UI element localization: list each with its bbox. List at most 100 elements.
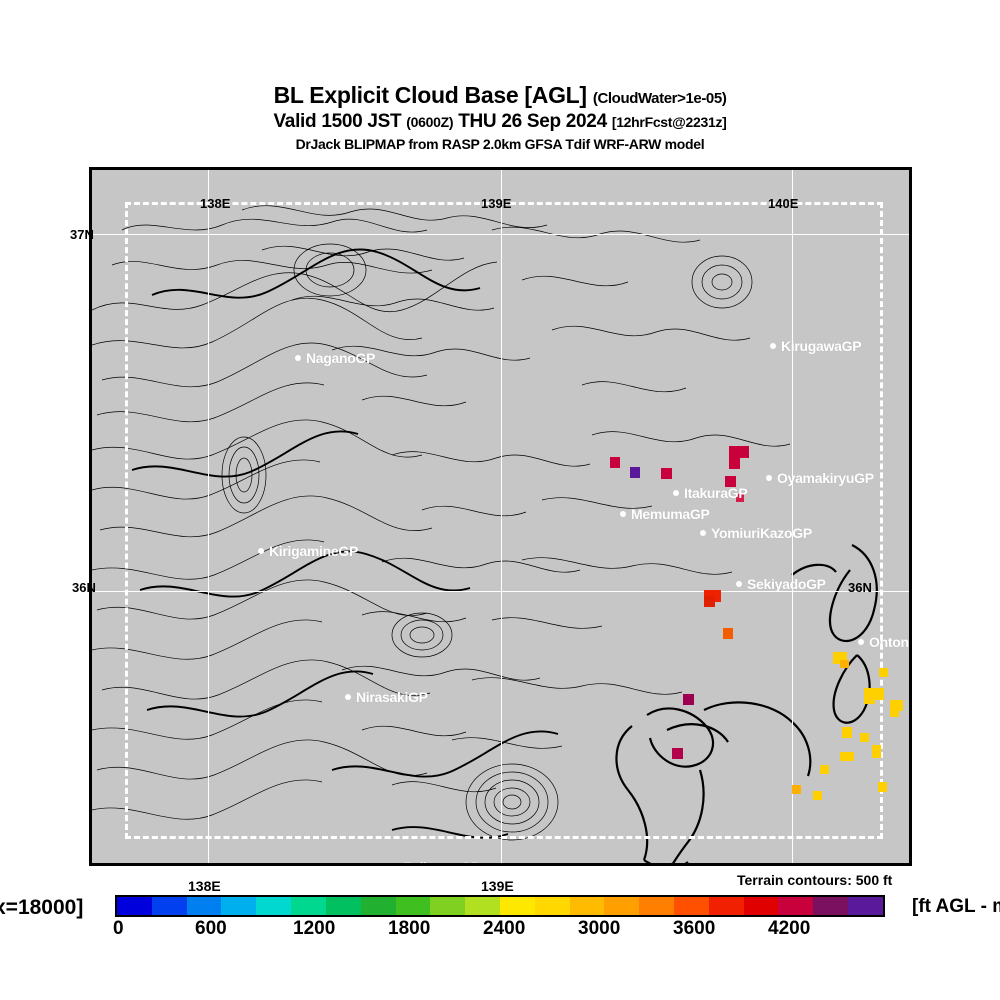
cloud-base-cell [840,752,854,761]
station-dot-icon [392,864,398,866]
cloud-base-cell [813,791,822,800]
colorbar-tick-600: 600 [195,918,227,939]
colorbar-swatch-19 [778,897,814,915]
graticule-line-139E [501,170,502,863]
cloud-base-cell [878,782,887,792]
cloud-base-cell [704,596,715,607]
valid-line: Valid 1500 JST (0600Z) THU 26 Sep 2024 [… [0,110,1000,134]
station-label: MemumaGP [631,506,710,522]
colorbar[interactable] [115,895,885,917]
station-marker-NirasakiGP[interactable]: NirasakiGP [345,689,428,705]
station-marker-KirigamineGP[interactable]: KirigamineGP [258,543,358,559]
station-dot-icon [736,581,742,587]
graticule-line-37N [92,234,909,235]
station-marker-OyamakiryuGP[interactable]: OyamakiryuGP [766,470,874,486]
cloud-base-cell [842,727,852,738]
station-marker-NaganoGP[interactable]: NaganoGP [295,350,375,366]
colorbar-swatch-2 [186,897,222,915]
cloud-base-cell [840,660,849,668]
cloud-base-cell [723,628,733,639]
colorbar-swatch-13 [569,897,605,915]
station-label: OyamakiryuGP [777,470,874,486]
valid-date: THU 26 Sep 2024 [458,111,607,132]
cloud-base-cell [729,457,740,469]
map-panel[interactable]: NaganoGP KirigamineGP NirasakiGP FujigawaGP… [89,167,912,866]
cloud-base-cell [890,708,899,717]
forecast-stamp: [12hrFcst@2231z] [611,114,727,130]
colorbar-swatch-14 [604,897,640,915]
valid-time: Valid 1500 JST [273,111,402,132]
colorbar-tick-2400: 2400 [483,918,526,939]
cloud-base-cell [630,467,640,478]
terrain-contour-note: Terrain contours: 500 ft [737,872,893,888]
map-canvas[interactable]: NaganoGP KirigamineGP NirasakiGP FujigawaGP… [92,170,909,863]
station-label: YomiuriKazoGP [711,525,812,541]
colorbar-swatch-0 [117,897,152,915]
colorbar-swatch-8 [395,897,431,915]
station-marker-YomiuriKazoGP[interactable]: YomiuriKazoGP [700,525,812,541]
colorbar-swatch-11 [499,897,535,915]
graticule-label-37N: 37N [70,227,94,242]
station-marker-KirugawaGP[interactable]: KirugawaGP [770,338,862,354]
cloud-base-cell [672,748,683,759]
colorbar-swatch-21 [848,897,883,915]
station-dot-icon [770,343,776,349]
title-block: BL Explicit Cloud Base [AGL] (CloudWater… [0,84,1000,154]
colorbar-swatch-10 [465,897,500,915]
colorbar-swatch-15 [639,897,674,915]
colorbar-swatch-7 [360,897,396,915]
station-dot-icon [700,530,706,536]
station-dot-icon [673,490,679,496]
colorbar-left-text: x=18000] [0,896,84,919]
station-label: KirugawaGP [781,338,862,354]
colorbar-tick-3000: 3000 [578,918,621,939]
colorbar-swatch-5 [291,897,326,915]
station-label: SekiyadoGP [747,576,826,592]
colorbar-tick-1200: 1200 [293,918,336,939]
page-title: BL Explicit Cloud Base [AGL] (CloudWater… [0,84,1000,110]
graticule-label-36N: 36N [72,580,96,595]
colorbar-tick-1800: 1800 [388,918,431,939]
valid-time-zulu: (0600Z) [406,114,454,130]
colorbar-swatch-20 [813,897,849,915]
colorbar-swatch-12 [534,897,570,915]
colorbar-swatch-6 [325,897,361,915]
station-marker-ItakuraGP[interactable]: ItakuraGP [673,485,748,501]
cloud-base-cell [879,668,888,677]
station-label: KirigamineGP [269,543,358,559]
axis-label-138E: 138E [188,878,221,894]
colorbar-swatch-3 [221,897,257,915]
domain-boundary-box [125,202,883,839]
station-marker-FujigawaGP[interactable]: FujigawaGP [392,859,480,866]
colorbar-swatch-16 [674,897,709,915]
cloud-base-cell [860,733,869,742]
station-label: NirasakiGP [356,689,428,705]
cloud-base-cell [890,700,903,711]
station-dot-icon [345,694,351,700]
graticule-line-36N [92,591,909,592]
station-dot-icon [295,355,301,361]
model-line: DrJack BLIPMAP from RASP 2.0km GFSA Tdif… [295,136,705,152]
station-marker-OhtoneGP[interactable]: OhtoneGP [858,634,909,650]
colorbar-tick-3600: 3600 [673,918,716,939]
terrain-contours [92,205,878,863]
station-marker-MemumaGP[interactable]: MemumaGP [620,506,710,522]
cloud-base-cell [610,457,620,468]
station-dot-icon [620,511,626,517]
station-label: ItakuraGP [684,485,748,501]
axis-label-139E: 139E [481,878,514,894]
colorbar-tick-4200: 4200 [768,918,811,939]
colorbar-swatch-9 [430,897,466,915]
colorbar-swatch-1 [151,897,187,915]
cloud-base-cell [736,494,744,502]
graticule-line-140E [792,170,793,863]
graticule-label-139E: 139E [481,196,512,211]
station-dot-icon [858,639,864,645]
station-label: NaganoGP [306,350,376,366]
title-main: BL Explicit Cloud Base [AGL] [273,82,588,108]
station-marker-SekiyadoGP[interactable]: SekiyadoGP [736,576,826,592]
graticule-label-138E: 138E [200,196,231,211]
colorbar-right-text: [ft AGL - m [912,896,1000,917]
station-dot-icon [258,548,264,554]
colorbar-tick-0: 0 [113,918,124,939]
